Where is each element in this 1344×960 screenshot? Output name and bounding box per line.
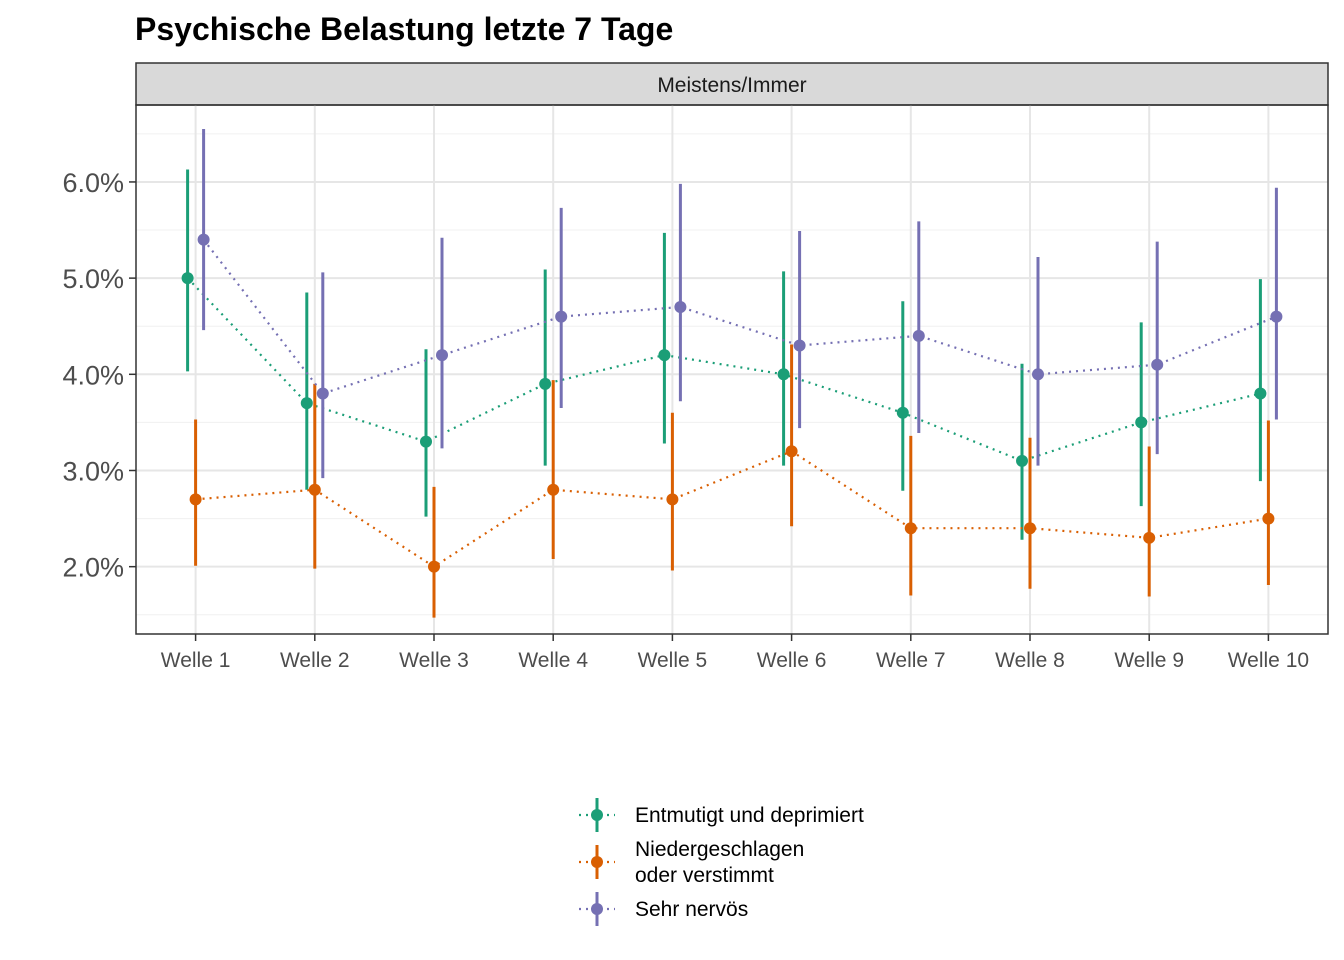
data-point (666, 493, 679, 506)
x-tick-label: Welle 2 (280, 649, 350, 672)
data-point (539, 377, 552, 390)
x-tick-label: Welle 5 (638, 649, 708, 672)
data-point (1143, 531, 1156, 544)
series-3 (197, 129, 1283, 479)
data-point (1135, 416, 1148, 429)
legend-label-line: oder verstimmt (635, 864, 774, 887)
y-tick-label: 4.0% (62, 360, 124, 390)
data-point (181, 272, 194, 285)
legend-key-point (591, 809, 603, 821)
legend-label: Entmutigt und deprimiert (635, 804, 864, 827)
facet-strip (135, 62, 1329, 106)
legend-label: Sehr nervös (635, 898, 748, 921)
series-layer (181, 129, 1283, 618)
legend-item-1: Entmutigt und deprimiert (579, 798, 864, 832)
x-tick-label: Welle 9 (1114, 649, 1184, 672)
data-point (793, 339, 806, 352)
data-point (1151, 358, 1164, 371)
data-point (420, 435, 432, 448)
legend-key-point (591, 903, 603, 915)
data-point (197, 233, 210, 246)
x-tick-label: Welle 1 (161, 649, 231, 672)
data-point (1016, 454, 1028, 467)
data-point (1262, 512, 1275, 525)
data-point (1270, 310, 1283, 323)
x-tick-label: Welle 6 (757, 649, 827, 672)
data-point (1024, 522, 1036, 535)
axes: 2.0% 3.0% 4.0% 5.0% 6.0% Welle 1 Welle 2 Welle … (62, 168, 1309, 672)
series-line (186, 277, 1261, 463)
data-point (300, 397, 313, 410)
data-point (308, 483, 321, 496)
facet-label: Meistens/Immer (657, 74, 806, 97)
data-point (674, 300, 687, 313)
legend-key-point (591, 856, 603, 868)
series-2 (189, 344, 1275, 618)
y-tick-label: 5.0% (62, 264, 124, 294)
legend-label-line: Sehr nervös (635, 898, 748, 921)
data-point (189, 493, 202, 506)
series-1 (181, 169, 1267, 540)
data-point (547, 483, 560, 496)
grid (136, 105, 1328, 634)
legend-item-2: Niedergeschlagen oder verstimmt (579, 838, 804, 887)
data-point (428, 560, 440, 573)
x-tick-label: Welle 3 (399, 649, 469, 672)
data-point (1032, 368, 1044, 381)
data-point (1254, 387, 1267, 400)
data-point (785, 445, 798, 458)
data-point (896, 406, 909, 419)
plot-panel-border (135, 104, 1329, 635)
data-point (555, 310, 568, 323)
legend: Entmutigt und deprimiert Niedergeschlagen… (579, 798, 864, 926)
x-tick-label: Welle 4 (518, 649, 588, 672)
series-line (202, 238, 1277, 395)
series-line (195, 450, 1269, 568)
y-tick-label: 2.0% (62, 553, 124, 583)
data-point (904, 522, 917, 535)
data-point (658, 349, 671, 362)
x-tick-label: Welle 7 (876, 649, 946, 672)
data-point (912, 329, 925, 342)
data-point (436, 349, 448, 362)
chart-title: Psychische Belastung letzte 7 Tage (135, 11, 673, 47)
legend-item-3: Sehr nervös (579, 892, 748, 926)
legend-label-line: Entmutigt und deprimiert (635, 804, 864, 827)
data-point (777, 368, 790, 381)
y-tick-label: 3.0% (62, 456, 124, 486)
data-point (316, 387, 329, 400)
x-tick-label: Welle 8 (995, 649, 1065, 672)
x-tick-label: Welle 10 (1228, 649, 1309, 672)
legend-label: Niedergeschlagen oder verstimmt (635, 838, 804, 887)
legend-label-line: Niedergeschlagen (635, 838, 804, 861)
y-tick-label: 6.0% (62, 168, 124, 198)
